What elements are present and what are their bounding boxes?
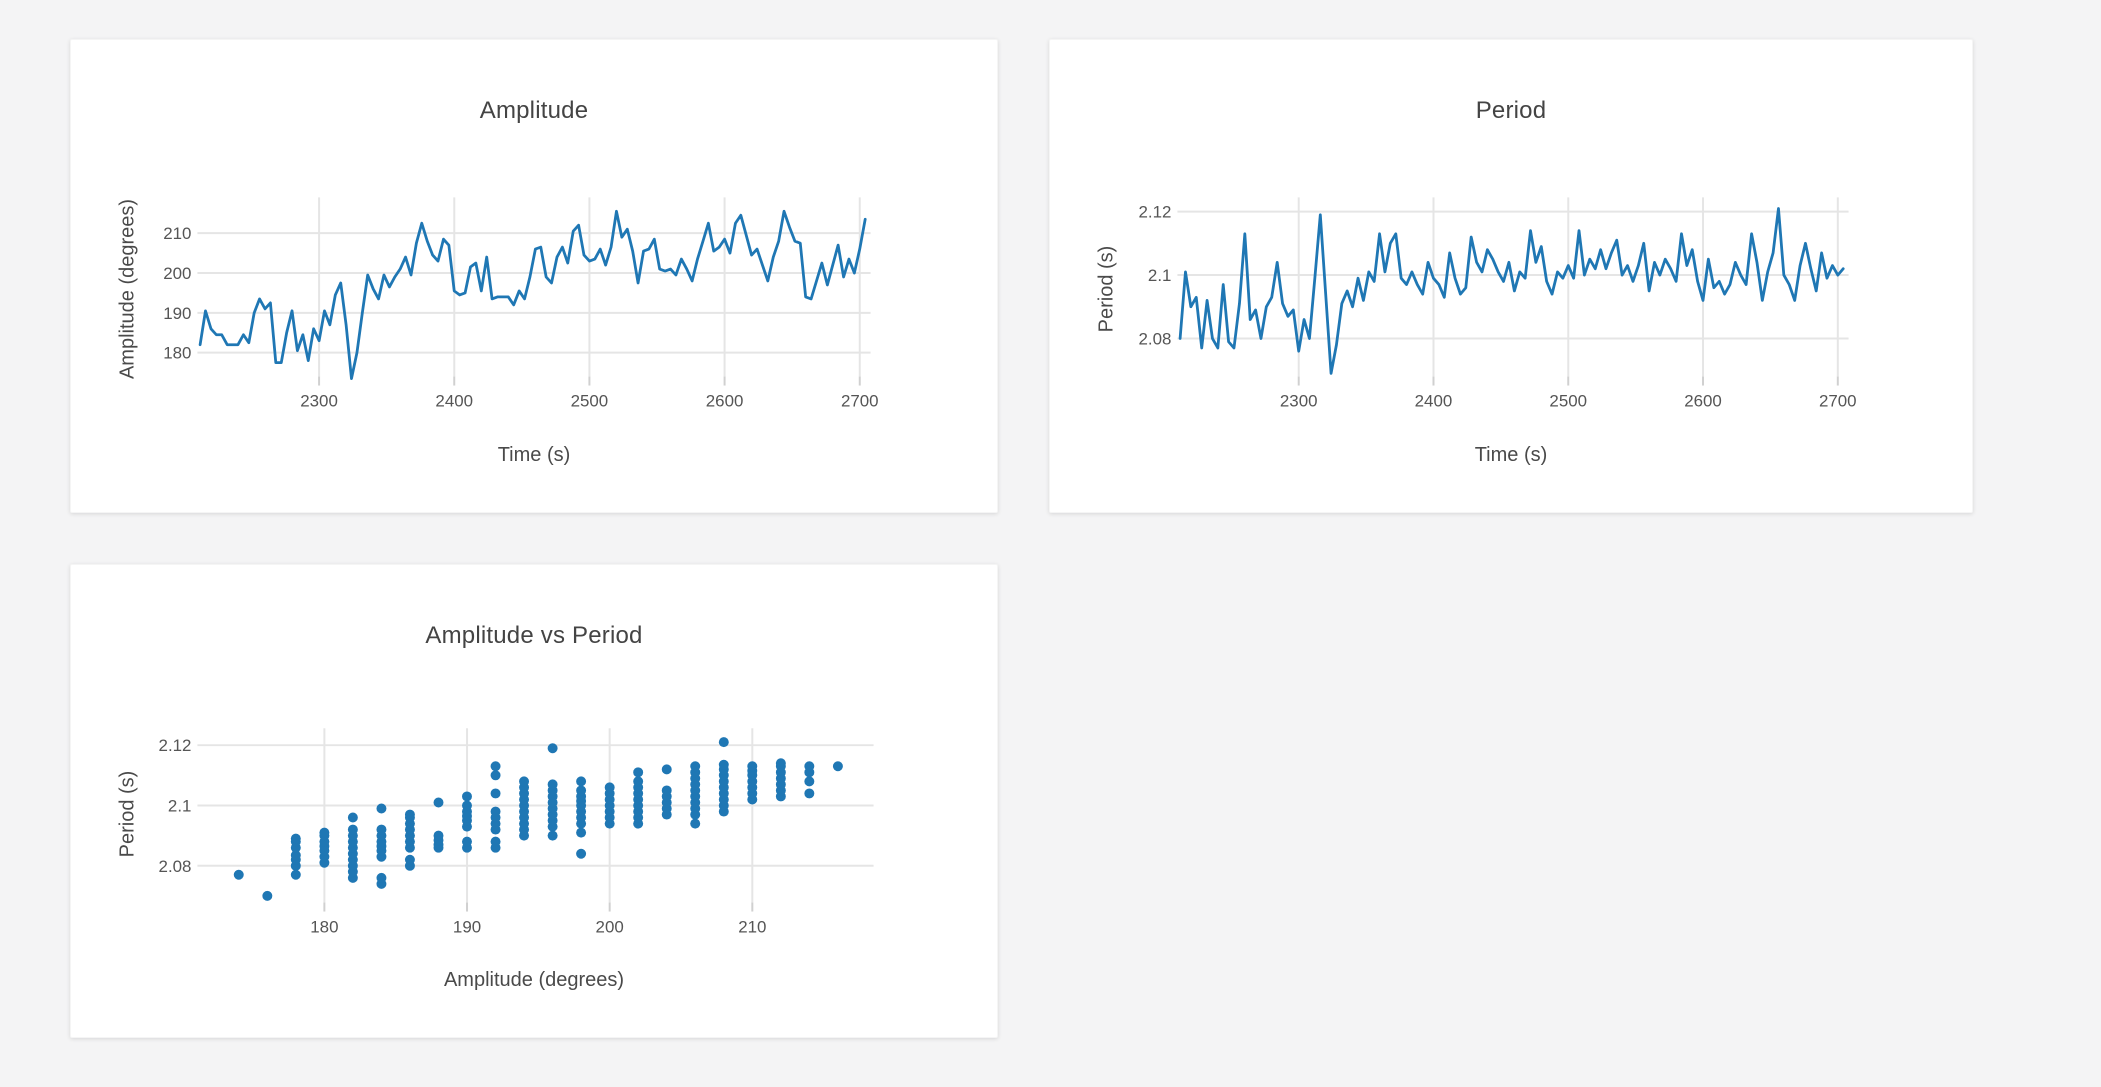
y-tick-label: 180 xyxy=(163,344,191,363)
scatter-point xyxy=(462,791,472,802)
chart-title: Period xyxy=(1475,97,1547,124)
scatter-point xyxy=(404,854,415,865)
period-chart-canvas[interactable]: 2300 2400 2500 2600 2700 2.08 2.1 2.12 xyxy=(1050,40,1972,512)
scatter-point xyxy=(576,785,587,796)
chart-title: Amplitude vs Period xyxy=(425,622,643,649)
amplitude-series-line xyxy=(198,209,867,380)
scatter-point xyxy=(347,824,358,835)
amplitude-chart-canvas[interactable]: 2300 2400 2500 2600 2700 180 190 200 210 xyxy=(71,40,997,512)
scatter-point xyxy=(462,836,472,847)
scatter-point xyxy=(462,800,472,811)
x-tick-label: 2300 xyxy=(300,391,338,410)
scatter-point xyxy=(604,782,615,793)
scatter-point xyxy=(804,776,815,787)
scatter-point xyxy=(376,803,387,814)
y-tick-label: 2.08 xyxy=(159,857,192,876)
scatter-point xyxy=(832,761,843,772)
scatter-point xyxy=(690,761,701,772)
scatter-point xyxy=(661,785,672,796)
scatter-point xyxy=(576,827,587,838)
y-tick-label: 200 xyxy=(163,264,191,283)
scatter-point xyxy=(547,830,558,841)
scatter-point xyxy=(490,836,501,847)
scatter-chart-canvas[interactable]: 180 190 200 210 2.08 2.1 2.12 xyxy=(71,565,997,1037)
scatter-point xyxy=(690,818,701,829)
x-axis-title: Time (s) xyxy=(1474,444,1548,466)
y-tick-label: 2.1 xyxy=(168,796,192,815)
scatter-point xyxy=(547,779,558,790)
scatter-point xyxy=(576,776,587,787)
y-axis-title: Period (s) xyxy=(1095,245,1118,333)
scatter-point xyxy=(404,809,415,820)
x-tick-label: 2600 xyxy=(1684,391,1722,410)
x-tick-label: 180 xyxy=(310,917,338,936)
scatter-point xyxy=(233,869,244,880)
chart-title: Amplitude xyxy=(479,97,589,124)
scatter-point xyxy=(804,788,815,799)
scatter-point xyxy=(633,776,644,787)
x-tick-label: 2400 xyxy=(435,391,473,410)
scatter-point xyxy=(433,797,444,808)
scatter-point xyxy=(347,812,358,823)
y-axis-title: Amplitude (degrees) xyxy=(116,198,139,380)
scatter-point xyxy=(433,830,444,841)
y-axis-title: Period (s) xyxy=(116,770,139,858)
scatter-point xyxy=(290,869,301,880)
scatter-point xyxy=(319,827,330,838)
scatter-point xyxy=(661,764,672,775)
scatter-point xyxy=(718,737,729,748)
scatter-point xyxy=(519,776,530,787)
scatter-point xyxy=(490,761,501,772)
x-tick-label: 2400 xyxy=(1415,391,1453,410)
x-tick-label: 200 xyxy=(596,917,624,936)
scatter-point xyxy=(775,758,786,769)
x-tick-label: 2700 xyxy=(841,391,879,410)
scatter-point xyxy=(804,761,815,772)
x-axis-title: Time (s) xyxy=(497,444,571,466)
x-tick-label: 2500 xyxy=(571,391,609,410)
scatter-point xyxy=(547,743,558,754)
chart-card-amplitude: 2300 2400 2500 2600 2700 180 190 200 210 Amplitu… xyxy=(70,39,998,513)
scatter-point xyxy=(376,872,387,883)
y-tick-label: 2.08 xyxy=(1139,329,1172,348)
period-series-line xyxy=(1178,207,1845,375)
x-tick-label: 190 xyxy=(453,917,481,936)
scatter-point xyxy=(718,759,729,770)
scatter-point xyxy=(490,806,501,817)
y-tick-label: 190 xyxy=(163,304,191,323)
scatter-point xyxy=(633,767,644,778)
scatter-point xyxy=(747,761,758,772)
scatter-point xyxy=(290,833,301,844)
scatter-point xyxy=(376,824,387,835)
chart-card-amplitude-vs-period: 180 190 200 210 2.08 2.1 2.12 Amplitude vs Per… xyxy=(70,564,998,1038)
y-tick-label: 2.12 xyxy=(1139,203,1172,222)
scatter-point xyxy=(262,890,273,901)
x-tick-label: 2700 xyxy=(1819,391,1857,410)
x-tick-label: 2600 xyxy=(706,391,744,410)
scatter-point xyxy=(290,850,301,861)
y-tick-label: 2.12 xyxy=(159,736,192,755)
x-tick-label: 210 xyxy=(738,917,766,936)
scatter-point xyxy=(490,788,501,799)
x-tick-label: 2300 xyxy=(1280,391,1318,410)
y-tick-label: 210 xyxy=(163,224,191,243)
chart-card-period: 2300 2400 2500 2600 2700 2.08 2.1 2.12 Period P… xyxy=(1049,39,1973,513)
y-tick-label: 2.1 xyxy=(1148,266,1172,285)
x-axis-title: Amplitude (degrees) xyxy=(443,969,625,991)
scatter-point xyxy=(576,848,587,859)
scatter-point xyxy=(490,770,501,781)
x-tick-label: 2500 xyxy=(1549,391,1587,410)
